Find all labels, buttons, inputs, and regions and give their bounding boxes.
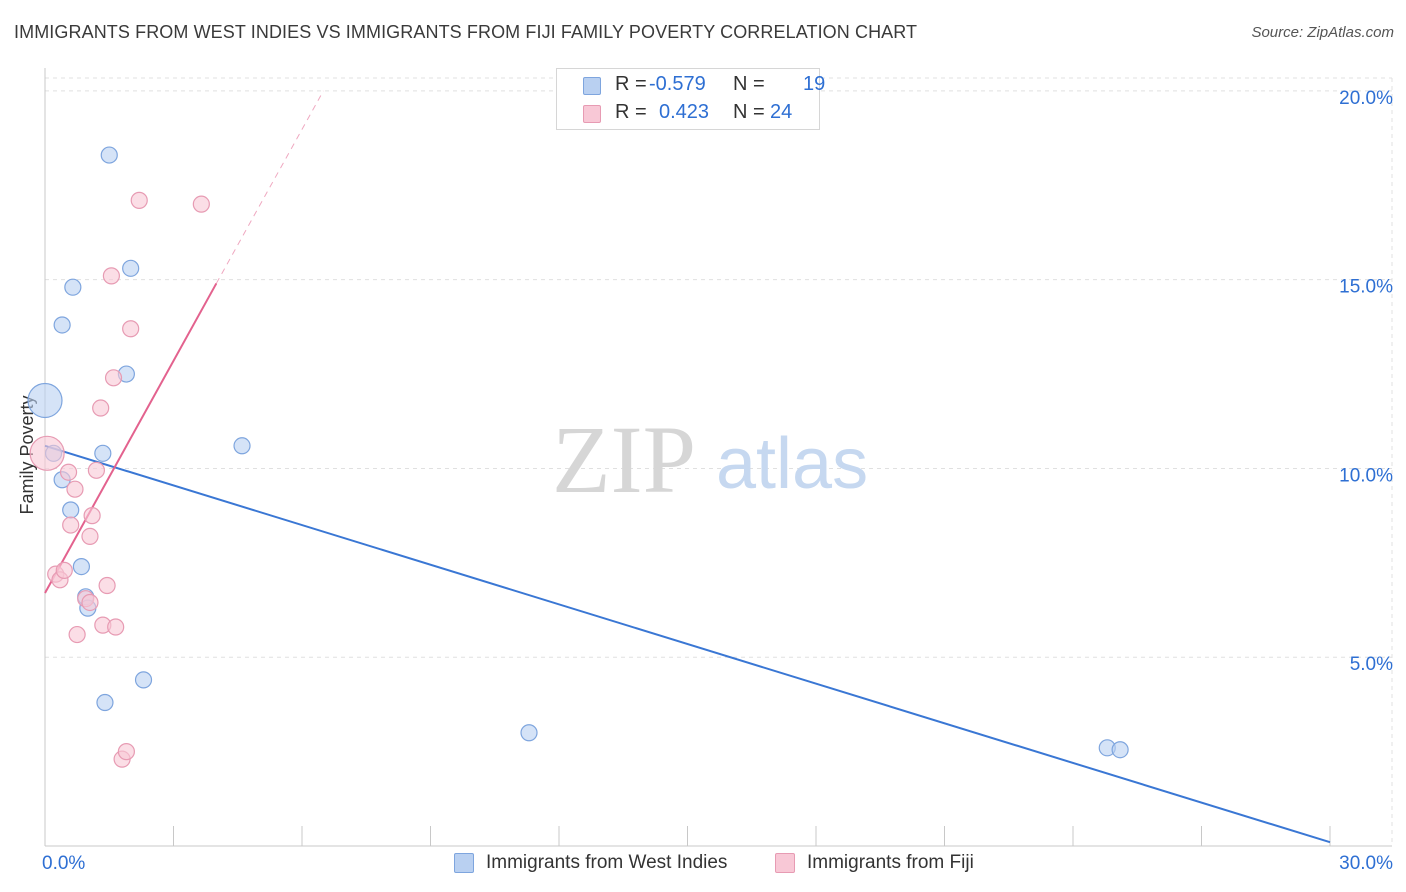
blue-point <box>72 558 91 576</box>
blue-point <box>94 444 112 462</box>
watermark-atlas: atlas <box>716 424 868 504</box>
pink-point <box>81 527 99 546</box>
pink-point <box>104 369 123 387</box>
stats-legend-box: R = -0.579 N = 19 R = 0.423 N = 24 <box>556 68 825 130</box>
pink-point <box>55 561 73 579</box>
blue-point <box>53 316 71 334</box>
blue-point <box>122 259 140 277</box>
blue-point <box>1111 741 1129 759</box>
blue-point <box>520 724 538 742</box>
blue-point <box>64 278 82 296</box>
legend-label: Immigrants from West Indies <box>486 852 728 873</box>
chart-title: IMMIGRANTS FROM WEST INDIES VS IMMIGRANT… <box>14 22 918 42</box>
y-axis-label: Family Poverty <box>17 395 37 514</box>
pink-point <box>192 195 210 213</box>
pink-point <box>62 516 80 534</box>
r-value: -0.579 <box>649 73 706 95</box>
blue-point <box>27 382 63 419</box>
pink-point <box>81 593 99 612</box>
grid-lines <box>45 77 1393 846</box>
y-tick-label: 20.0% <box>1339 88 1393 109</box>
pink-point <box>59 463 78 481</box>
data-points <box>27 146 1129 768</box>
blue-point <box>100 146 118 164</box>
y-tick-label: 15.0% <box>1339 277 1393 298</box>
blue-point <box>134 671 153 689</box>
pink-point <box>98 576 116 595</box>
legend-swatch-fiji <box>775 853 795 873</box>
trend-lines <box>44 90 1331 844</box>
n-label: N = <box>733 73 765 95</box>
r-label: R = <box>615 101 647 123</box>
pink-point <box>122 320 140 338</box>
r-label: R = <box>615 73 647 95</box>
pink-point <box>92 399 110 417</box>
watermark-zip: ZIP <box>552 406 696 513</box>
stats-row-west-indies: R = -0.579 N = 19 <box>557 73 825 101</box>
fiji-swatch <box>583 105 601 123</box>
n-value: 19 <box>803 73 826 95</box>
pink-point <box>107 618 125 636</box>
pink-point <box>68 625 86 644</box>
watermark: ZIP atlas <box>552 406 868 513</box>
pink-point <box>102 267 120 285</box>
west-indies-swatch <box>583 77 601 95</box>
blue-point <box>233 437 251 455</box>
pink-point <box>130 191 148 209</box>
n-value: 24 <box>770 101 793 123</box>
pink-trend-line <box>44 282 218 594</box>
r-value: 0.423 <box>659 101 710 123</box>
n-label: N = <box>733 101 765 123</box>
x-tick-label: 30.0% <box>1339 853 1393 874</box>
pink-point <box>83 507 101 525</box>
pink-trend-extension <box>215 90 324 284</box>
chart-source: Source: ZipAtlas.com <box>1251 24 1394 41</box>
stats-row-fiji: R = 0.423 N = 24 <box>557 101 819 129</box>
blue-point <box>96 693 114 712</box>
blue-trend-line <box>44 444 1331 844</box>
pink-point <box>66 480 84 498</box>
tick-labels: 5.0% 10.0% 15.0% 20.0% 0.0% 30.0% <box>42 88 1393 874</box>
pink-point <box>87 461 106 479</box>
y-tick-label: 10.0% <box>1339 465 1393 486</box>
legend-swatch-west-indies <box>454 853 474 873</box>
pink-point <box>29 435 65 471</box>
x-tick-label: 0.0% <box>42 853 85 874</box>
pink-point <box>117 743 135 761</box>
legend-label: Immigrants from Fiji <box>807 852 974 873</box>
y-tick-label: 5.0% <box>1350 654 1393 675</box>
blue-point <box>62 501 80 519</box>
